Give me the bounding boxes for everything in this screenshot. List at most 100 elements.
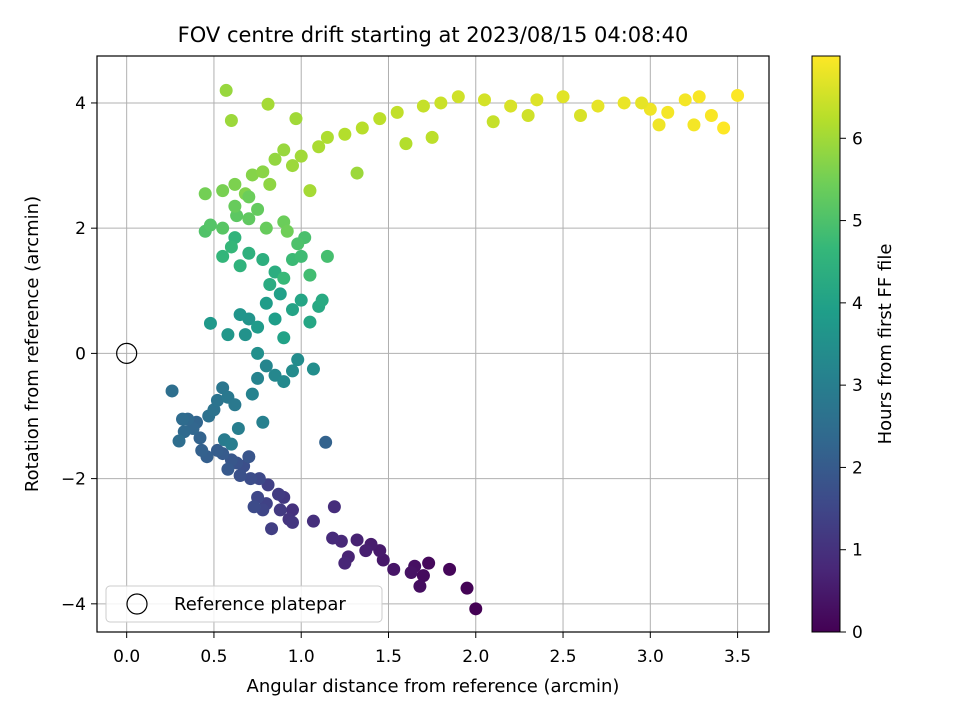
data-point [326, 531, 340, 545]
data-point [242, 212, 256, 226]
y-axis-label: Rotation from reference (arcmin) [22, 196, 43, 492]
legend-reference-marker [126, 593, 148, 615]
data-point [521, 108, 535, 122]
data-point [678, 93, 692, 107]
data-point [256, 252, 270, 266]
colorbar-tick-label: 1 [852, 541, 863, 561]
data-point [687, 118, 701, 132]
data-point [280, 224, 294, 238]
data-point [233, 259, 247, 273]
data-point [272, 487, 286, 501]
data-point [277, 375, 291, 389]
colorbar-tick-label: 0 [852, 623, 863, 643]
data-point [350, 533, 364, 547]
data-point [291, 237, 305, 251]
data-point [556, 90, 570, 104]
data-point [573, 108, 587, 122]
colorbar-tick-label: 6 [852, 129, 863, 149]
data-point [373, 112, 387, 126]
data-point [704, 108, 718, 122]
colorbar-tick-label: 2 [852, 458, 863, 478]
data-point [312, 140, 326, 154]
data-point [404, 566, 418, 580]
data-point [320, 130, 334, 144]
data-point [233, 308, 247, 322]
data-point [285, 515, 299, 529]
data-point [216, 221, 230, 235]
legend-box [105, 585, 383, 623]
data-point [320, 249, 334, 263]
data-point [251, 320, 265, 334]
reference-platepar-marker [116, 342, 138, 364]
data-point [294, 293, 308, 307]
data-point [617, 96, 631, 110]
x-tick-label: 2.0 [462, 647, 489, 667]
colorbar-tick-label: 3 [852, 376, 863, 396]
data-point [195, 443, 209, 457]
data-point [303, 268, 317, 282]
data-point [652, 118, 666, 132]
data-point [289, 112, 303, 126]
plot-frame [96, 55, 770, 633]
data-point [263, 177, 277, 191]
data-point [224, 113, 238, 127]
data-point [661, 105, 675, 119]
data-point [251, 202, 265, 216]
data-point [460, 581, 474, 595]
data-point [210, 443, 224, 457]
data-point [263, 278, 277, 292]
data-point [692, 90, 706, 104]
data-point [277, 143, 291, 157]
data-point [285, 303, 299, 317]
y-tick-label: 2 [75, 219, 86, 239]
data-point [221, 462, 235, 476]
data-point [256, 415, 270, 429]
data-point [244, 472, 258, 486]
data-point [443, 562, 457, 576]
data-point [285, 364, 299, 378]
data-point [731, 88, 745, 102]
data-point [224, 437, 238, 451]
colorbar-tick-label: 4 [852, 294, 863, 314]
x-axis-label: Angular distance from reference (arcmin) [247, 676, 620, 697]
data-point [306, 362, 320, 376]
data-point [245, 387, 259, 401]
data-point [416, 569, 430, 583]
data-point [242, 450, 256, 464]
data-point [434, 96, 448, 110]
data-point [399, 137, 413, 151]
data-point [717, 121, 731, 135]
data-point [210, 393, 224, 407]
data-point [172, 434, 186, 448]
data-point [256, 165, 270, 179]
data-point [273, 287, 287, 301]
data-points [165, 83, 745, 616]
data-point [203, 316, 217, 330]
data-point [265, 522, 279, 536]
data-point [338, 556, 352, 570]
x-tick-label: 3.5 [724, 647, 751, 667]
data-point [259, 359, 273, 373]
data-point [387, 562, 401, 576]
data-point [315, 293, 329, 307]
y-tick-label: −4 [61, 595, 86, 615]
data-point [291, 353, 305, 367]
data-point [245, 168, 259, 182]
data-point [338, 127, 352, 141]
data-point [242, 190, 256, 204]
data-point [238, 328, 252, 342]
data-point [228, 398, 242, 412]
y-axis-ticks: −4 −2 0 2 4 [61, 94, 97, 615]
data-point [355, 121, 369, 135]
data-point [224, 240, 238, 254]
data-point [247, 500, 261, 514]
reference-marker [116, 342, 138, 364]
data-point [228, 177, 242, 191]
colorbar-ticks: 0 1 2 3 4 5 6 [840, 129, 863, 643]
data-point [268, 152, 282, 166]
data-point [198, 187, 212, 201]
data-point [251, 371, 265, 385]
data-point [469, 602, 483, 616]
data-point [219, 83, 233, 97]
